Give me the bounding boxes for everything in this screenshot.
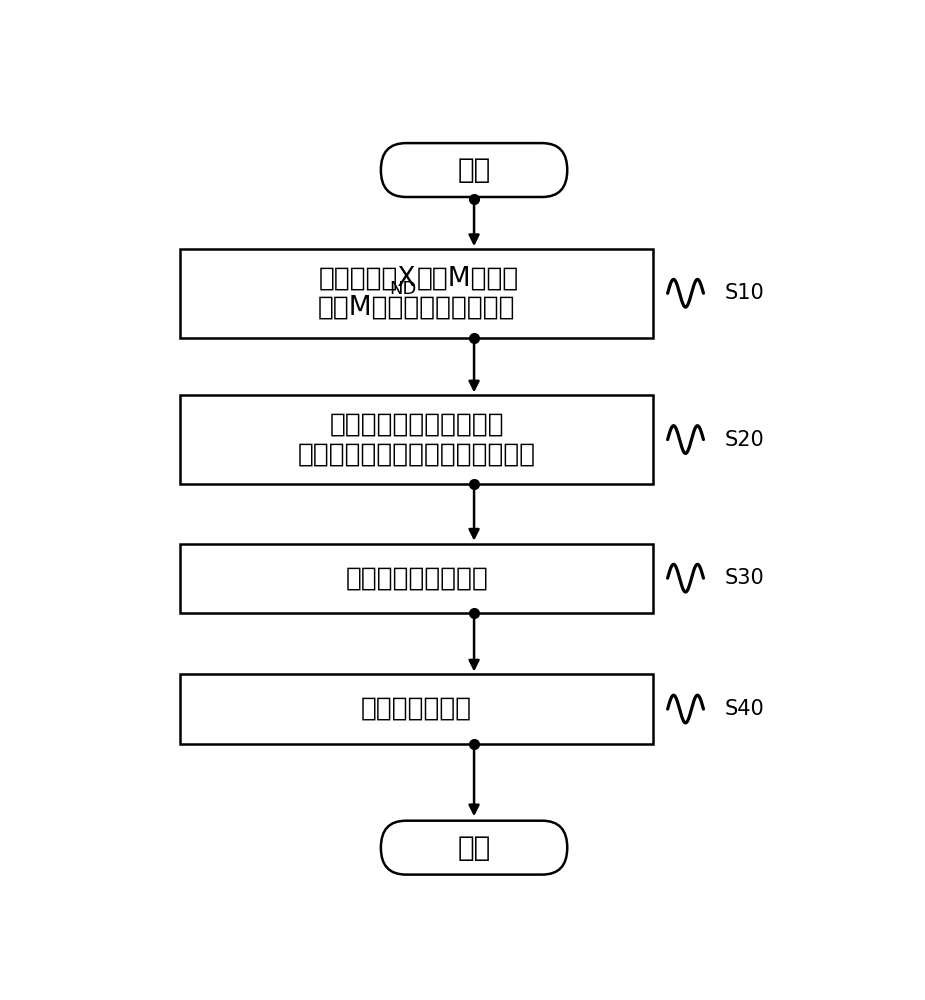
- FancyBboxPatch shape: [381, 143, 567, 197]
- Text: 多路谱聚类算法: 多路谱聚类算法: [361, 696, 473, 722]
- Text: 构造优化簇相关矩阵: 构造优化簇相关矩阵: [345, 565, 488, 591]
- FancyBboxPatch shape: [180, 674, 653, 744]
- Text: 创建簇相关矩阵，计算簇的稳定度: 创建簇相关矩阵，计算簇的稳定度: [298, 441, 536, 467]
- Text: S40: S40: [725, 699, 765, 719]
- Text: 开始: 开始: [458, 156, 490, 184]
- Text: 计算成员内外簇间的关系: 计算成员内外簇间的关系: [329, 412, 504, 438]
- FancyBboxPatch shape: [180, 249, 653, 338]
- Text: 进行M次聚类: 进行M次聚类: [416, 266, 519, 292]
- FancyBboxPatch shape: [381, 821, 567, 875]
- Text: S30: S30: [725, 568, 765, 588]
- FancyBboxPatch shape: [180, 543, 653, 613]
- Text: ND: ND: [389, 280, 416, 298]
- Text: 得到M个有差异的聚类成员: 得到M个有差异的聚类成员: [318, 295, 515, 321]
- Text: S20: S20: [725, 430, 765, 450]
- Text: 对数据集合X: 对数据集合X: [319, 266, 416, 292]
- Text: S10: S10: [725, 283, 765, 303]
- FancyBboxPatch shape: [180, 395, 653, 484]
- Text: 结束: 结束: [458, 834, 490, 862]
